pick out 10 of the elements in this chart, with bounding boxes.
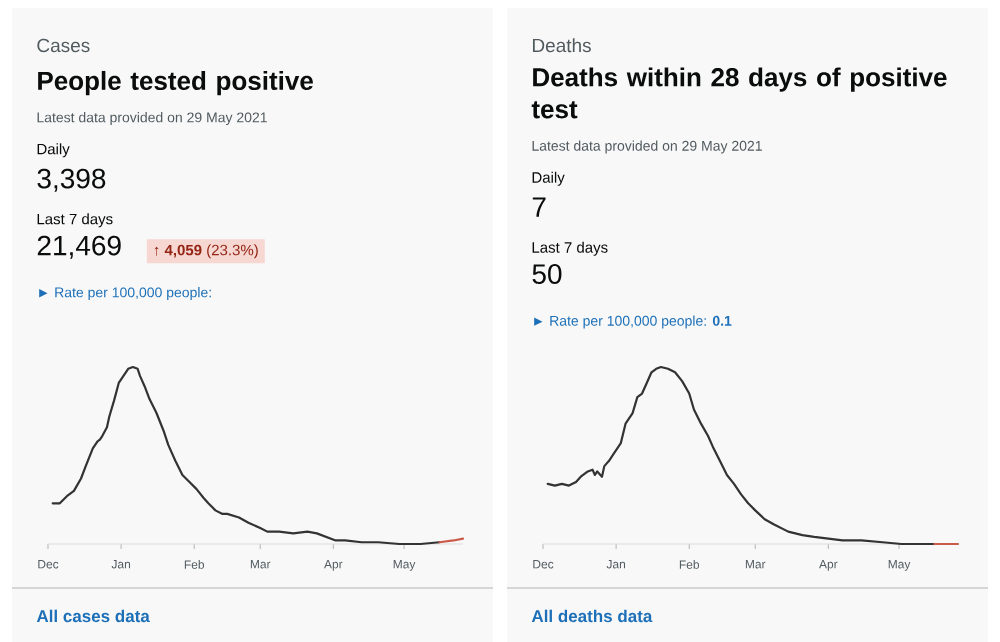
text: All deaths data: [531, 609, 653, 623]
text: 7: [532, 197, 546, 217]
text: Deaths: [532, 38, 591, 53]
chart-title: People tested positive: [38, 70, 313, 96]
chart-title: Deaths within 28 days of positive test: [531, 67, 947, 119]
text: 50: [532, 264, 562, 284]
text: 3,398: [37, 168, 106, 192]
text: 21,469: [37, 235, 121, 259]
text: All cases data: [36, 609, 150, 623]
text: Cases: [37, 38, 90, 53]
